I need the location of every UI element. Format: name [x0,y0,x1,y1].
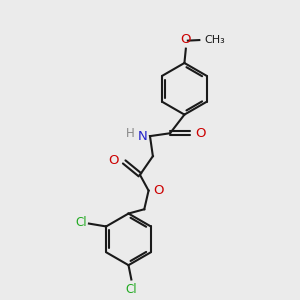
Text: O: O [109,154,119,167]
Text: H: H [125,127,134,140]
Text: O: O [195,127,206,140]
Text: O: O [181,33,191,46]
Text: O: O [154,184,164,197]
Text: N: N [138,130,148,142]
Text: Cl: Cl [75,216,87,229]
Text: CH₃: CH₃ [205,35,225,45]
Text: Cl: Cl [125,283,137,296]
